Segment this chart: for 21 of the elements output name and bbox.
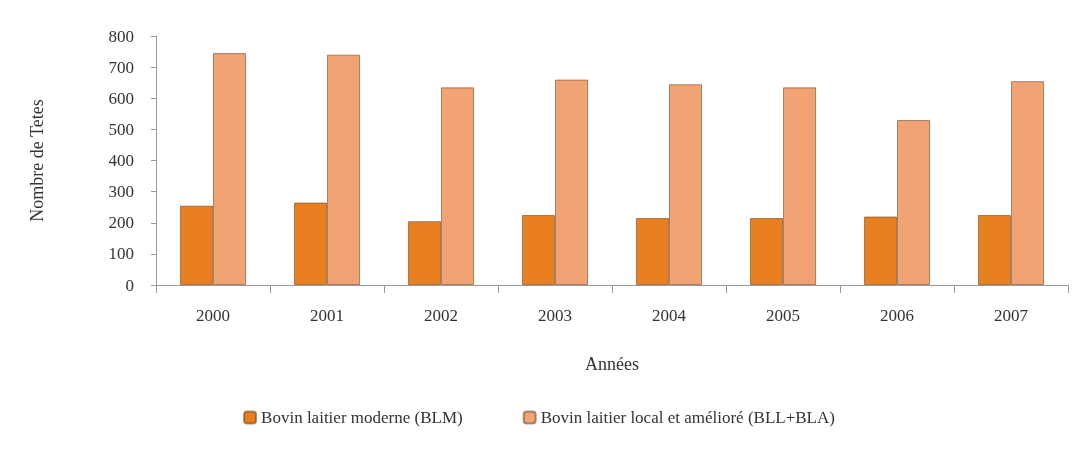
x-tick-label: 2001	[310, 306, 344, 325]
y-tick-label: 800	[108, 26, 134, 46]
y-tick-label: 200	[108, 213, 134, 233]
y-tick-label: 600	[108, 88, 134, 108]
x-tick-label: 2005	[766, 306, 800, 325]
y-axis-title: Nombre de Tetes	[27, 99, 47, 222]
x-tick-label: 2002	[424, 306, 458, 325]
x-tick-label: 2006	[880, 306, 914, 325]
x-axis-title: Années	[585, 354, 639, 374]
y-tick-label: 100	[108, 244, 134, 264]
y-tick-label: 300	[108, 182, 134, 202]
x-tick-label: 2007	[994, 306, 1029, 325]
x-tick-label: 2003	[538, 306, 572, 325]
y-tick-label: 0	[125, 275, 134, 295]
legend-label: Bovin laitier local et amélioré (BLL+BLA)	[540, 408, 835, 427]
y-tick-label: 400	[108, 151, 134, 170]
y-tick-label: 500	[108, 119, 134, 139]
x-tick-label: 2000	[196, 306, 230, 325]
legend-label: Bovin laitier moderne (BLM)	[261, 408, 463, 427]
x-tick-label: 2004	[652, 306, 687, 325]
y-tick-label: 700	[108, 57, 134, 77]
